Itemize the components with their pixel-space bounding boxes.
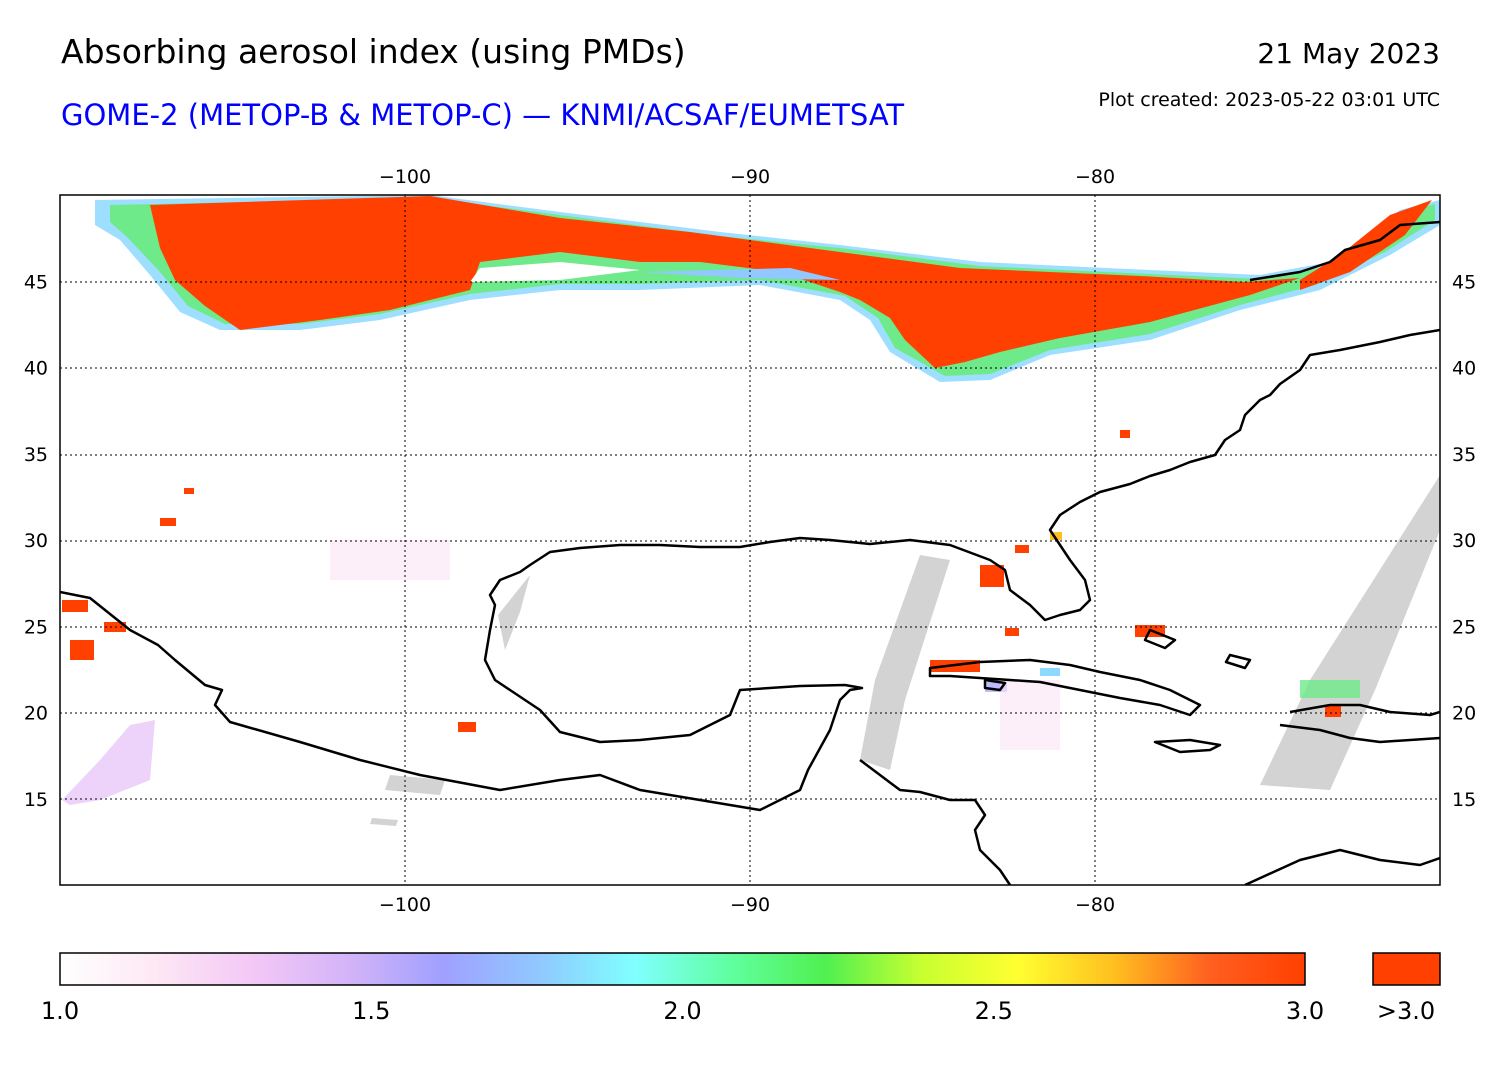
left-lat-tick-label: 20 [24, 703, 48, 725]
right-lat-tick-label: 15 [1452, 789, 1476, 811]
left-lat-tick-label: 25 [24, 616, 48, 638]
left-lat-tick-label: 30 [24, 530, 48, 552]
colorbar-overflow-label: >3.0 [1376, 997, 1436, 1025]
bottom-lon-tick-label: −100 [379, 894, 431, 916]
aerosol-scatter-pixels [62, 430, 1360, 805]
top-lon-tick-label: −90 [730, 166, 770, 188]
colorbar-overflow-swatch [1372, 952, 1441, 986]
colorbar-gradient [59, 952, 1306, 986]
colorbar-tick-label: 2.5 [974, 997, 1013, 1025]
map-frame [59, 194, 1441, 886]
colorbar-tick-label: 1.0 [40, 997, 80, 1025]
right-lat-tick-label: 25 [1452, 616, 1476, 638]
axis-tick-labels: −100 −100 −90 −90 −80 −80 45 45 40 40 35 35 30 30 25 25… [24, 166, 1476, 916]
no-data-swaths [370, 475, 1440, 826]
right-lat-tick-label: 45 [1452, 271, 1476, 293]
right-lat-tick-label: 30 [1452, 530, 1476, 552]
right-lat-tick-label: 35 [1452, 444, 1476, 466]
left-lat-tick-label: 40 [24, 358, 48, 380]
left-lat-tick-label: 15 [24, 789, 48, 811]
coastlines [60, 220, 1440, 885]
observation-date: 21 May 2023 [1257, 37, 1440, 70]
colorbar-tick-label: 3.0 [1285, 997, 1325, 1025]
map-subtitle: GOME-2 (METOP-B & METOP-C) — KNMI/ACSAF/… [61, 98, 905, 132]
left-lat-tick-label: 45 [24, 271, 48, 293]
right-lat-tick-label: 40 [1452, 358, 1476, 380]
plot-created-timestamp: Plot created: 2023-05-22 03:01 UTC [1098, 89, 1440, 111]
bottom-lon-tick-label: −90 [730, 894, 770, 916]
colorbar-tick-label: 1.5 [352, 997, 391, 1025]
left-lat-tick-label: 35 [24, 444, 48, 466]
bottom-lon-tick-label: −80 [1075, 894, 1115, 916]
colorbar-tick-label: 2.0 [663, 997, 702, 1025]
aerosol-plume-north [95, 195, 1440, 382]
top-lon-tick-label: −100 [379, 166, 431, 188]
right-lat-tick-label: 20 [1452, 703, 1476, 725]
map-title: Absorbing aerosol index (using PMDs) [61, 32, 686, 71]
map-gridlines [60, 195, 1440, 885]
top-lon-tick-label: −80 [1075, 166, 1115, 188]
